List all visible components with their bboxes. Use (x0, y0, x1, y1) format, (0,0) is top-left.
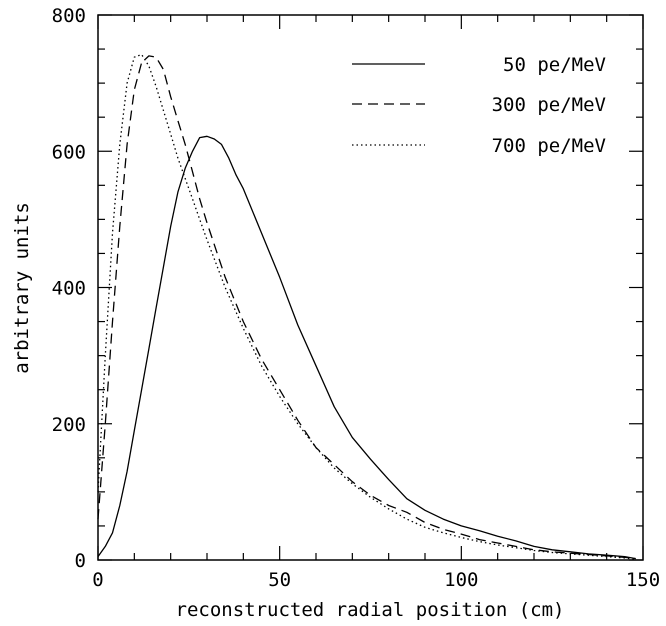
x-tick-label: 100 (444, 569, 478, 591)
series-line (97, 135, 636, 560)
series-line (97, 55, 636, 560)
x-axis-label: reconstructed radial position (cm) (176, 599, 565, 621)
x-tick-label: 50 (268, 569, 291, 591)
x-tick-label: 150 (626, 569, 660, 591)
y-axis-label: arbitrary units (11, 202, 33, 374)
series-lines (97, 53, 636, 560)
x-tick-label: 0 (92, 569, 103, 591)
y-tick-label: 600 (52, 141, 86, 163)
legend: 50 pe/MeV 300 pe/MeV 700 pe/MeV (352, 54, 606, 157)
y-tick-label: 0 (75, 550, 86, 572)
legend-label: 700 pe/MeV (492, 135, 606, 157)
y-tick-label: 400 (52, 278, 86, 300)
y-tick-label: 800 (52, 5, 86, 27)
legend-label: 50 pe/MeV (503, 54, 606, 76)
series-line (97, 53, 636, 560)
y-tick-label: 200 (52, 414, 86, 436)
legend-label: 300 pe/MeV (492, 94, 606, 116)
tick-labels: 0 50 100 150 0 200 400 600 800 (52, 5, 660, 591)
axis-ticks (97, 14, 644, 561)
